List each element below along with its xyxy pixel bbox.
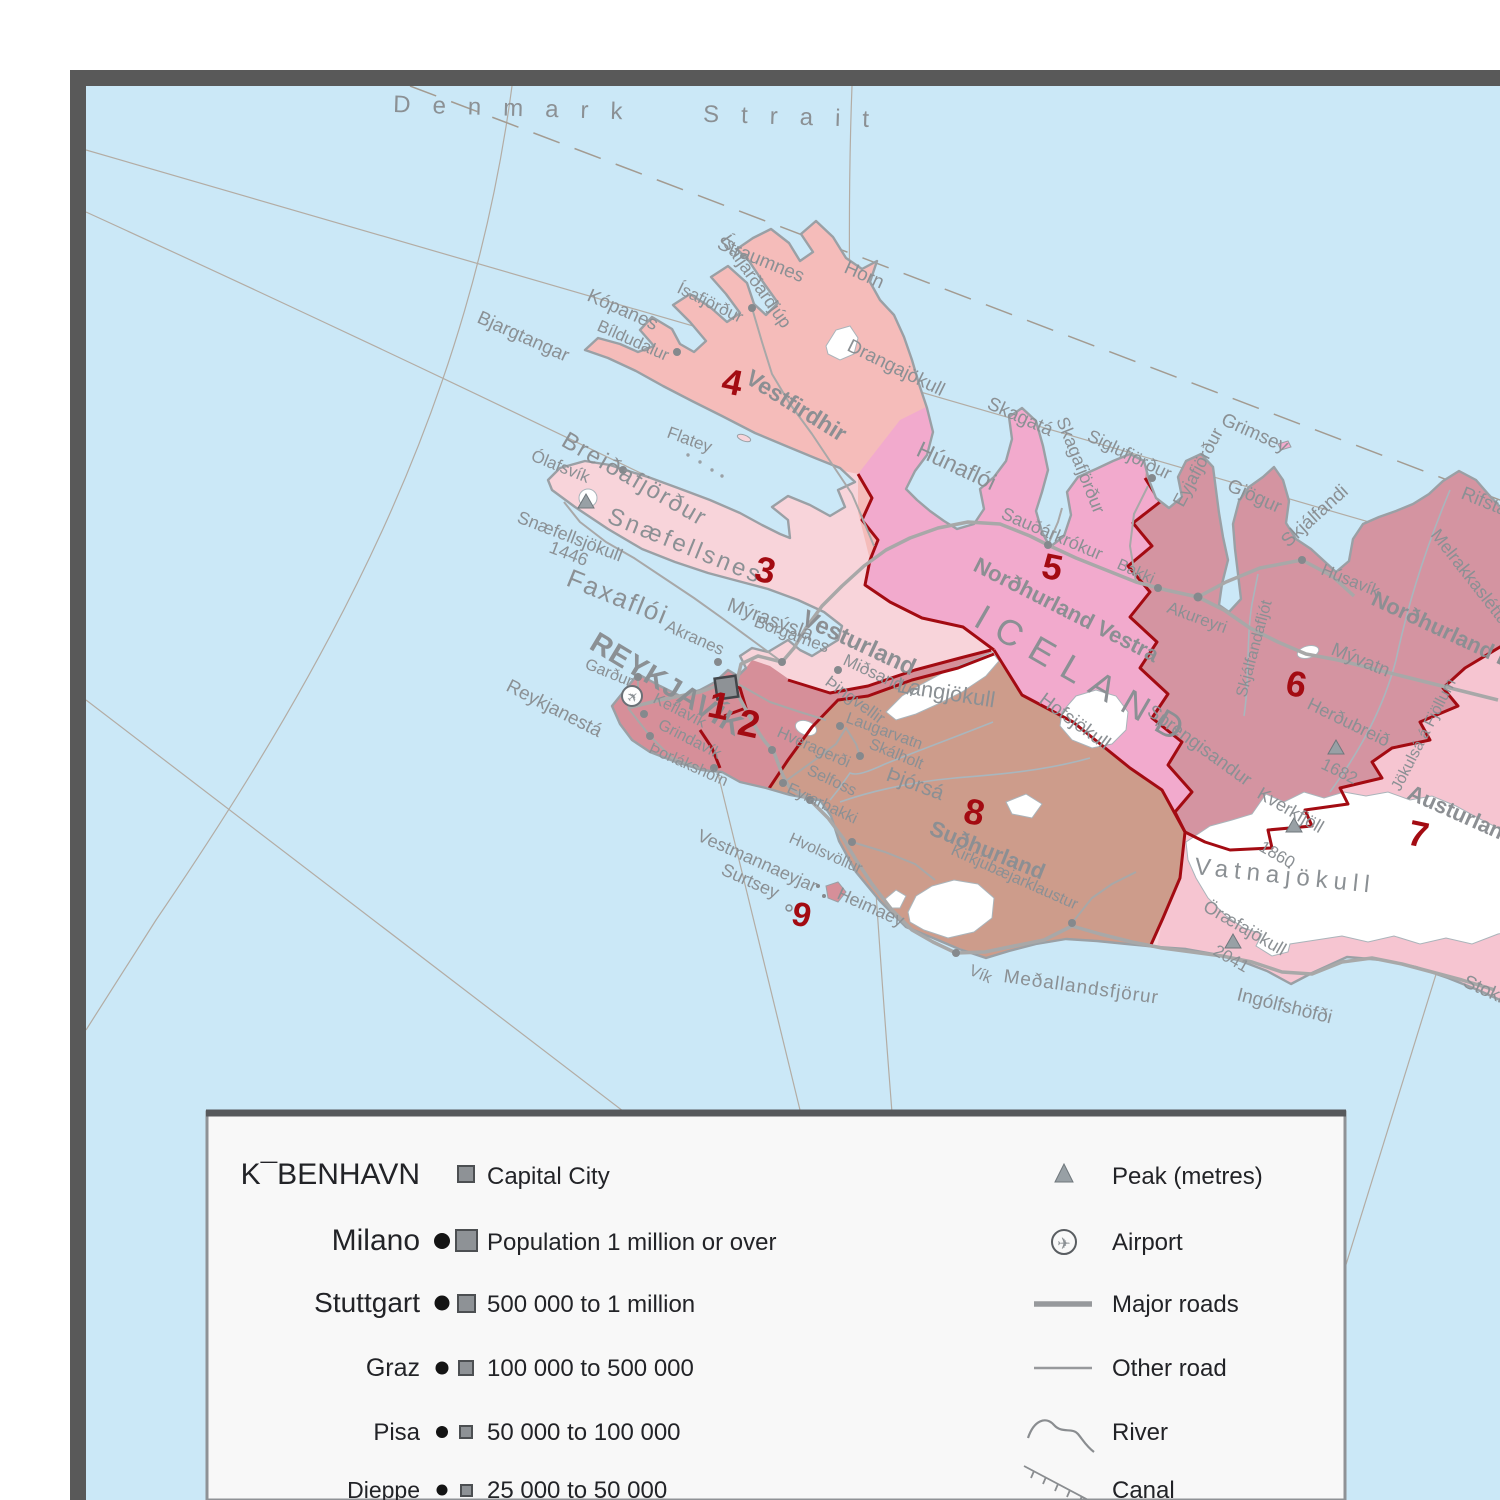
- peaks: [577, 492, 1345, 949]
- legend-city-name: Stuttgart: [314, 1287, 420, 1318]
- city-dot-legend-icon: [435, 1361, 449, 1375]
- population-25k-legend-icon: [460, 1484, 473, 1497]
- legend-symbol-label: Peak (metres): [1112, 1163, 1263, 1190]
- population-1m-legend-icon: [455, 1229, 478, 1252]
- peak-oraefajokull-icon: [1224, 932, 1242, 949]
- svg-text:✈: ✈: [1057, 1236, 1070, 1253]
- city-dots: [619, 304, 1306, 957]
- dot-gardur: [634, 673, 642, 681]
- other-roads: [563, 307, 1149, 924]
- glacier-myrdalsjokull: [907, 879, 995, 939]
- legend-city-desc: 100 000 to 500 000: [487, 1355, 694, 1382]
- river-hvita: [829, 721, 994, 801]
- river-jokulsa: [1329, 489, 1451, 793]
- legend-city-desc: 25 000 to 50 000: [487, 1477, 667, 1500]
- island-grimsey: [1277, 440, 1292, 451]
- legend-symbol-label: Airport: [1112, 1229, 1183, 1256]
- airport-legend-icon: ✈: [1051, 1229, 1077, 1255]
- legend-symbol-label: Other road: [1112, 1355, 1227, 1382]
- dot-isafjordur: [748, 304, 756, 312]
- dot-eyrarbakki: [806, 796, 814, 804]
- legend-city-name: Dieppe: [347, 1477, 420, 1500]
- legend-city-name: Milano: [332, 1224, 420, 1257]
- dot-kirkjubaejarklaustur: [1068, 919, 1076, 927]
- island-flatey: [736, 433, 752, 443]
- lake-thingvallavatn: [794, 719, 818, 737]
- city-dot-legend-icon: [434, 1233, 450, 1249]
- city-dot-legend-icon: [434, 1295, 450, 1311]
- legend-city-desc: Population 1 million or over: [487, 1229, 777, 1256]
- peak-legend-icon: [1054, 1162, 1074, 1183]
- peak-snaefellsjokull-icon: [577, 492, 595, 509]
- glacier-hofsjokull: [1059, 689, 1129, 749]
- river-thjorsa: [839, 757, 1091, 803]
- legend-city-desc: 50 000 to 100 000: [487, 1419, 681, 1446]
- legend-city-name: Graz: [366, 1354, 420, 1382]
- dot-grindavik: [646, 732, 654, 740]
- glacier-small: [1005, 793, 1043, 819]
- glacier-vatnajokull: [1185, 791, 1500, 957]
- dot-olafsvik: [619, 466, 627, 474]
- dot-hvolsvollur: [848, 838, 856, 846]
- legend-city-name: K¯BENHAVN: [241, 1158, 420, 1191]
- capital-city-symbol: [713, 674, 740, 701]
- dot-skalholt: [856, 752, 864, 760]
- canal-legend-icon: [1023, 1465, 1091, 1500]
- legend-symbol-label: River: [1112, 1419, 1168, 1446]
- rivers: [829, 489, 1451, 803]
- legend-city-name: Pisa: [373, 1419, 420, 1446]
- island-heimaey: [825, 881, 847, 903]
- airport-icon: ✈: [621, 685, 643, 707]
- dot-vik: [952, 949, 960, 957]
- glacier-langjokull: [885, 651, 1000, 721]
- dot-borgarnes: [778, 658, 786, 666]
- city-dot-legend-icon: [436, 1426, 448, 1438]
- legend: K¯BENHAVN Capital City Milano Population…: [205, 1109, 1347, 1500]
- legend-city-desc: 500 000 to 1 million: [487, 1291, 695, 1318]
- dot-thorlakshofn: [710, 764, 718, 772]
- arctic-circle-line: [409, 86, 1500, 501]
- river-legend-icon: [1026, 1419, 1095, 1453]
- legend-box: [205, 1110, 1347, 1500]
- legend-symbol-label: Major roads: [1112, 1291, 1239, 1318]
- dot-husavik: [1298, 556, 1306, 564]
- dot-midsandur: [834, 666, 842, 674]
- dot-saudarkrokur: [1044, 541, 1052, 549]
- glaciers: [578, 325, 1500, 957]
- city-dot-legend-icon: [436, 1484, 448, 1496]
- dot-hveragerdi: [768, 746, 776, 754]
- population-500k-legend-icon: [457, 1294, 476, 1313]
- dot-siglufjordur: [1148, 474, 1156, 482]
- iceland-coastline: [546, 219, 1500, 1002]
- dot-bakki: [1154, 584, 1162, 592]
- dot-selfoss: [779, 779, 787, 787]
- dot-keflavik: [640, 710, 648, 718]
- capital-city-legend-icon: [457, 1165, 475, 1183]
- legend-symbol-label: Canal: [1112, 1477, 1175, 1500]
- dot-bildudalur: [673, 348, 681, 356]
- dot-laugarvatn: [836, 722, 844, 730]
- river-skjalfandafljot: [1243, 573, 1259, 717]
- dot-akureyri: [1193, 592, 1203, 602]
- peak-herdubreid-icon: [1327, 738, 1345, 755]
- dot-akranes: [714, 658, 722, 666]
- legend-city-desc: Capital City: [487, 1163, 610, 1190]
- islands: [686, 433, 1292, 912]
- district-boundaries: [698, 473, 1500, 948]
- island-surtsey: [785, 904, 793, 912]
- population-100k-legend-icon: [458, 1360, 474, 1376]
- glacier-drangajokull: [825, 325, 859, 361]
- population-50k-legend-icon: [459, 1425, 473, 1439]
- peak-kverkfjoll-icon: [1285, 816, 1303, 833]
